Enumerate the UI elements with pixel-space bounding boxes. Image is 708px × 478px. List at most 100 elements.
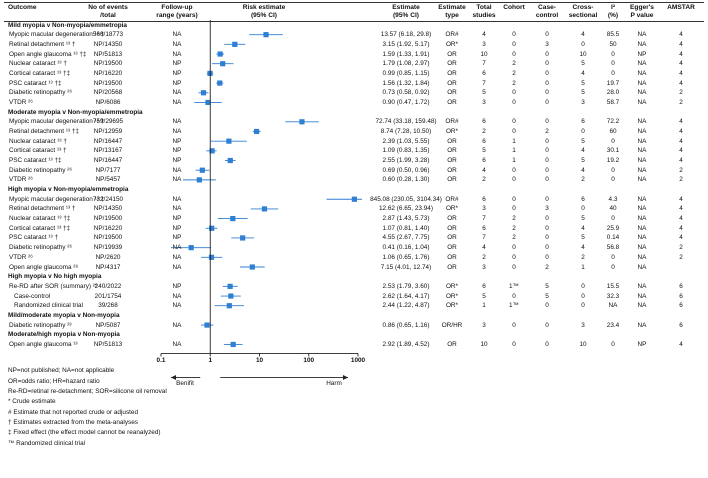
egger-p-value: NA: [637, 60, 647, 68]
cohort-count: 0: [512, 244, 516, 252]
case-control-count: 2: [545, 127, 549, 135]
outcome-label: PSC cataract ¹³ †: [9, 234, 59, 242]
egger-p-value: NA: [637, 321, 647, 329]
estimate-ci: 13.57 (6.18, 29.8): [380, 31, 432, 39]
header-i2: I²: [610, 4, 616, 11]
cohort-count: 2: [512, 60, 516, 68]
amstar-score: 4: [679, 69, 683, 77]
events-total: NP/20568: [93, 89, 123, 97]
header-risk-estimate: Risk estimate: [242, 4, 286, 11]
cross-sectional-count: 5: [581, 89, 585, 97]
estimate-type: OR/HR: [441, 321, 463, 329]
section-heading: Mild/moderate myopia v Non-myopia: [8, 311, 120, 319]
case-control-count: 0: [545, 321, 549, 329]
estimate-type: OR: [447, 253, 457, 261]
events-total: 39/268: [98, 302, 118, 310]
header-outcome: Outcome: [8, 4, 37, 11]
point-estimate: [209, 225, 215, 231]
cross-sectional-count: 10: [579, 50, 587, 58]
cohort-count: 0: [512, 118, 516, 126]
estimate-type: OR: [447, 60, 457, 68]
case-control-count: 0: [545, 118, 549, 126]
estimate-type: OR: [447, 166, 457, 174]
estimate-type: OR: [447, 244, 457, 252]
outcome-label: Myopic macular degeneration ¹³ †: [9, 118, 105, 126]
i2-value: 25.9: [606, 224, 620, 232]
cross-sectional-count: 4: [581, 31, 585, 39]
cohort-count: 2: [512, 234, 516, 242]
header-total-studies: Total: [476, 4, 492, 11]
events-total: NP/19500: [93, 234, 123, 242]
egger-p-value: NA: [637, 79, 647, 87]
estimate-ci: 0.69 (0.50, 0.96): [382, 166, 430, 174]
i2-value: 32.3: [606, 292, 620, 300]
egger-p-value: NA: [637, 215, 647, 223]
cohort-count: 0: [512, 89, 516, 97]
outcome-label: Nuclear cataract ¹³ †‡: [9, 215, 71, 223]
outcome-label: Randomized clinical trial: [14, 302, 83, 310]
header-i2-pct: (%): [607, 12, 619, 19]
egger-p-value: NA: [637, 166, 647, 174]
events-total: 759/29695: [92, 118, 124, 126]
egger-p-value: NA: [637, 244, 647, 252]
cohort-count: 2: [512, 69, 516, 77]
amstar-score: 4: [679, 147, 683, 155]
egger-p-value: NA: [637, 224, 647, 232]
amstar-score: 4: [679, 60, 683, 68]
cross-sectional-count: 5: [581, 234, 585, 242]
total-studies: 5: [482, 147, 486, 155]
amstar-score: 2: [679, 176, 683, 184]
events-total: NP/51813: [93, 340, 123, 348]
total-studies: 5: [482, 292, 486, 300]
estimate-type: OR: [447, 157, 457, 165]
total-studies: 1: [482, 302, 486, 310]
estimate-ci: 2.92 (1.89, 4.52): [382, 340, 430, 348]
cross-sectional-count: 5: [581, 157, 585, 165]
amstar-score: 4: [679, 205, 683, 213]
events-total: NP/16447: [93, 157, 123, 165]
amstar-score: 4: [679, 195, 683, 203]
events-total: NP/16220: [93, 69, 123, 77]
cross-sectional-count: 5: [581, 79, 585, 87]
follow-up-range: NP: [172, 79, 182, 87]
case-control-count: 0: [545, 69, 549, 77]
egger-p-value: NA: [637, 176, 647, 184]
case-control-count: 0: [545, 89, 549, 97]
estimate-ci: 1.79 (1.08, 2.97): [382, 60, 430, 68]
egger-p-value: NA: [637, 31, 647, 39]
follow-up-range: NA: [172, 166, 182, 174]
point-estimate: [227, 283, 233, 289]
footnote: † Estimates extracted from the meta-anal…: [8, 418, 138, 426]
total-studies: 10: [480, 340, 488, 348]
outcome-label: VTDR ²⁶: [9, 98, 33, 106]
cohort-count: 0: [512, 340, 516, 348]
header-estimate-ci: (95% CI): [392, 12, 419, 19]
estimate-type: OR: [447, 215, 457, 223]
events-total: NP/14350: [93, 40, 123, 48]
point-estimate: [249, 264, 255, 270]
i2-value: 58.7: [606, 98, 620, 106]
total-studies: 6: [482, 282, 486, 290]
point-estimate: [226, 138, 232, 144]
estimate-type: OR: [447, 137, 457, 145]
footnote: NP=not published; NA=not applicable: [8, 367, 115, 375]
amstar-score: 4: [679, 234, 683, 242]
estimate-ci: 1.56 (1.32, 1.84): [382, 79, 430, 87]
i2-value: 72.2: [606, 118, 620, 126]
point-estimate: [299, 119, 305, 125]
cohort-count: 0: [512, 321, 516, 329]
cross-sectional-count: 4: [581, 147, 585, 155]
estimate-type: OR: [447, 176, 457, 184]
amstar-score: 2: [679, 89, 683, 97]
section-heading: Moderate myopia v Non-myopia/emmetropia: [8, 108, 143, 116]
cross-sectional-count: 6: [581, 118, 585, 126]
cohort-count: 0: [512, 195, 516, 203]
estimate-type: OR*: [445, 205, 459, 213]
i2-value: 0: [611, 50, 615, 58]
outcome-label: Myopic macular degeneration ¹³ †: [9, 31, 105, 39]
i2-value: 85.5: [606, 31, 620, 39]
follow-up-range: NP: [172, 147, 182, 155]
estimate-type: OR: [447, 98, 457, 106]
i2-value: 28.0: [606, 89, 620, 97]
